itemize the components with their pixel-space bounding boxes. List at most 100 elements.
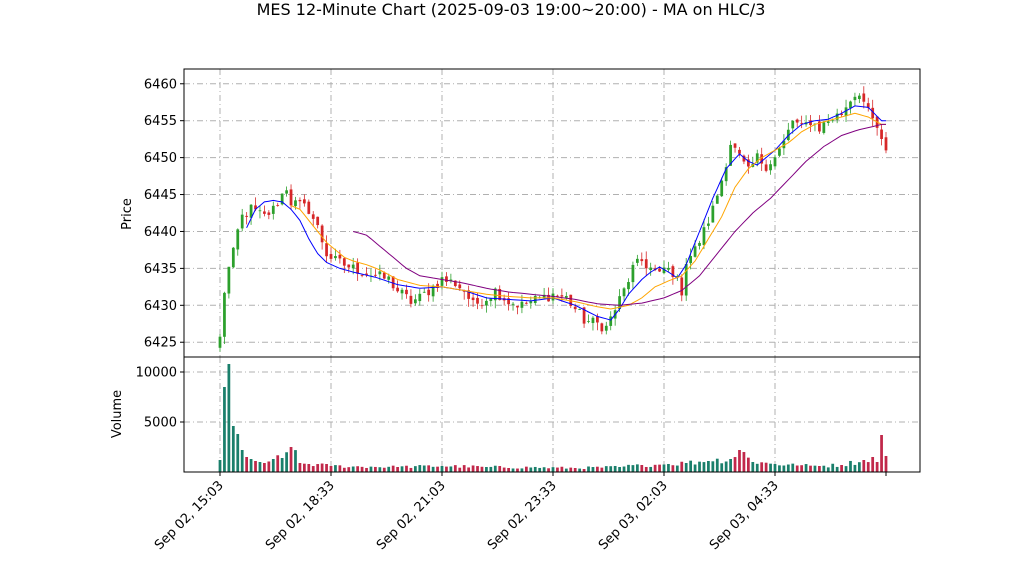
volume-bar [413,466,417,472]
candle-body [409,295,413,304]
candle-body [267,212,271,215]
candle-body [884,137,888,151]
volume-bar [493,465,497,472]
volume-bar [533,466,537,472]
volume-bar [502,467,506,472]
volume-bar [542,467,546,472]
candle-body [853,96,857,101]
volume-bar [849,460,852,472]
candle-body [489,298,493,302]
candle-body [462,290,466,292]
volume-bar [680,461,684,472]
candle-body [507,298,510,305]
candle-body [764,164,768,171]
candle-body [746,159,750,167]
volume-bar [604,466,608,472]
volume-bar [480,466,484,472]
volume-bar [698,461,701,472]
volume-bar [813,465,817,472]
volume-bar [538,467,542,472]
candle-body [809,120,812,126]
volume-tick-label: 10000 [136,366,177,381]
volume-bar [356,466,360,472]
volume-bar [556,467,559,472]
candle-body [542,294,546,299]
candle-body [325,243,328,257]
volume-bar [689,460,693,472]
candle-body [564,295,568,298]
volume-bar [857,462,861,472]
candle-body [649,267,653,271]
volume-bar [866,462,870,472]
candle-body [698,242,701,246]
volume-bar [427,465,431,472]
volume-bar [831,463,835,472]
volume-bar [369,466,373,472]
volume-grid [184,357,920,472]
volume-bar [609,466,613,472]
candle-body [578,309,582,310]
volume-bar [742,452,746,472]
volume-bar [693,464,697,472]
candle-body [520,301,524,308]
candle-body [289,189,293,206]
candle-body [782,140,786,149]
volume-bar [529,467,533,472]
candle-body [263,211,266,214]
candle-body [316,216,320,226]
candle-body [480,305,484,307]
candle-body [671,266,675,277]
candle-body [840,113,843,116]
volume-bar [613,465,617,472]
candle-body [418,293,422,302]
candle-body [356,262,360,274]
x-tick-label: Sep 02, 21:03 [374,478,449,553]
volume-bar [840,465,843,472]
volume-bar [720,463,724,472]
volume-bar [587,466,590,472]
volume-bar [662,464,666,472]
candle-body [826,121,830,123]
candle-body [662,267,666,274]
volume-bar [746,457,750,472]
volume-bar [485,467,488,472]
candle-body [569,294,573,306]
volume-bar [658,464,661,472]
volume-bar [755,463,759,472]
price-grid [184,69,920,357]
volume-bar [396,467,399,472]
candle-body [724,167,728,182]
volume-bars [218,364,888,472]
volume-bar [591,467,595,472]
volume-bar [263,463,266,472]
volume-bar [644,466,648,472]
candle-body [342,258,346,266]
candle-body [511,303,515,305]
volume-bar [218,460,222,472]
volume-bar [818,466,821,472]
candle-body [769,164,772,171]
volume-bar [738,450,741,472]
volume-bar [667,463,670,472]
volume-bar [471,465,475,472]
candle-body [667,267,670,270]
volume-bar [294,450,297,472]
volume-bar [862,460,866,472]
volume-bar [231,426,235,472]
price-tick-label: 6460 [144,77,177,92]
volume-bar [391,465,395,472]
volume-bar [707,461,710,472]
volume-bar [684,463,688,472]
volume-bar [578,468,582,472]
candle-body [493,288,497,301]
candle-body [822,122,826,133]
volume-bar [498,466,502,472]
volume-bar [476,466,479,472]
candle-body [458,284,462,289]
volume-bar [547,468,550,472]
candle-body [857,95,861,100]
volume-bar [733,457,737,472]
candle-body [378,271,382,275]
candle-body [396,287,399,292]
